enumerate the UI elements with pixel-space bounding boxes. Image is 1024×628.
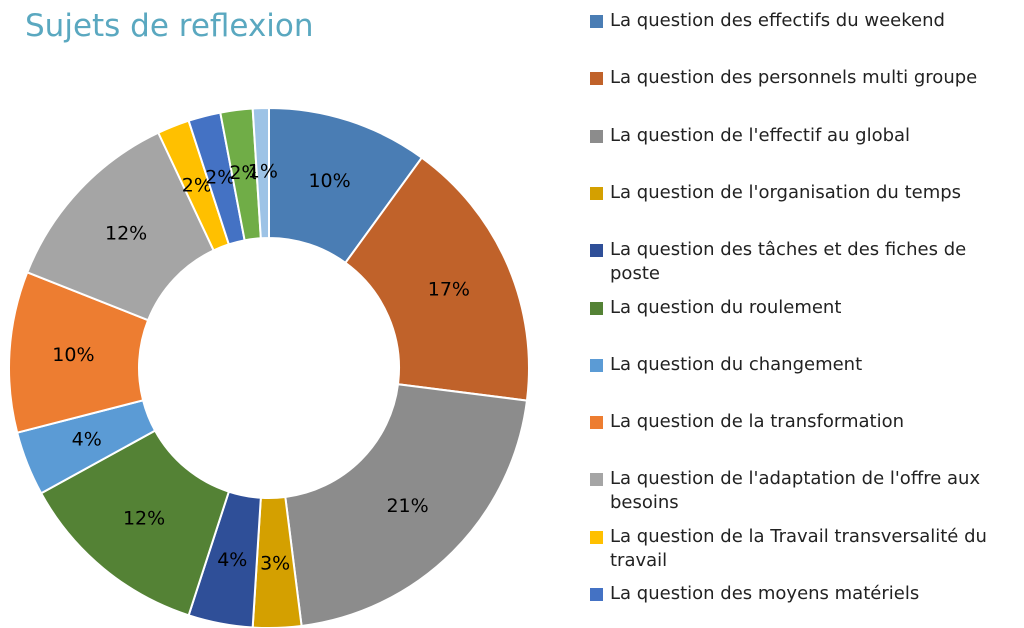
data-label: 12% [123, 508, 165, 530]
legend-label: La question du roulement [610, 296, 842, 318]
legend-item: La question de l'organisation du temps [590, 181, 1015, 205]
legend-item: La question de la transformation [590, 410, 1015, 434]
legend-swatch [590, 15, 603, 28]
legend-item: La question des tâches et des fiches de … [590, 238, 1015, 286]
legend-swatch [590, 358, 603, 372]
data-label: 10% [52, 344, 94, 366]
data-label: 12% [105, 222, 147, 244]
data-label: 4% [217, 549, 247, 571]
data-label: 21% [386, 495, 428, 517]
legend-label: La question de la transformation [610, 411, 904, 433]
legend-label: La question de l'effectif au global [610, 124, 911, 146]
legend-item: La question de la Travail transversalité… [590, 525, 1015, 573]
data-label: 3% [260, 552, 290, 574]
legend-item: La question des effectifs du weekend [590, 9, 1015, 33]
donut-slice [284, 383, 529, 628]
data-label: 2% [205, 167, 235, 189]
data-label: 17% [428, 279, 470, 301]
legend-item: La question des personnels multi groupe [590, 66, 1015, 90]
legend-item: La question de l'adaptation de l'offre a… [590, 467, 1015, 515]
legend-item: La question du roulement [590, 296, 1015, 320]
chart-title: Sujets de reflexion [25, 8, 314, 44]
legend-swatch [590, 416, 603, 430]
legend-item: La question du changement [590, 353, 1015, 377]
legend-label: La question de la Travail transversalité… [610, 525, 987, 571]
legend-swatch [590, 530, 603, 544]
legend-item: La question de l'effectif au global [590, 124, 1015, 148]
data-label: 1% [248, 161, 278, 183]
legend-label: La question des effectifs du weekend [610, 10, 945, 31]
legend-swatch [590, 186, 603, 200]
legend-label: La question de l'organisation du temps [610, 181, 962, 203]
legend-item: La question des moyens matériels [590, 582, 1015, 606]
legend-swatch [590, 129, 603, 143]
legend-swatch [590, 588, 603, 601]
legend-swatch [590, 301, 603, 315]
data-label: 10% [308, 170, 350, 192]
legend-label: La question des moyens matériels [610, 583, 920, 604]
data-label: 2% [182, 174, 212, 196]
legend-label: La question du changement [610, 353, 863, 375]
legend-swatch [590, 244, 603, 258]
donut-slice [251, 106, 270, 240]
chart: 10%17%21%3%4%12%4%10%12%2%2%2%1% [8, 106, 530, 628]
legend-swatch [590, 473, 603, 487]
donut-slice [344, 156, 530, 402]
legend-swatch [590, 72, 603, 86]
legend-label: La question des tâches et des fiches de … [610, 239, 967, 285]
legend-label: La question de l'adaptation de l'offre a… [610, 468, 981, 514]
data-label: 4% [72, 429, 102, 451]
data-label: 2% [229, 162, 259, 184]
legend-label: La question des personnels multi groupe [610, 67, 978, 89]
